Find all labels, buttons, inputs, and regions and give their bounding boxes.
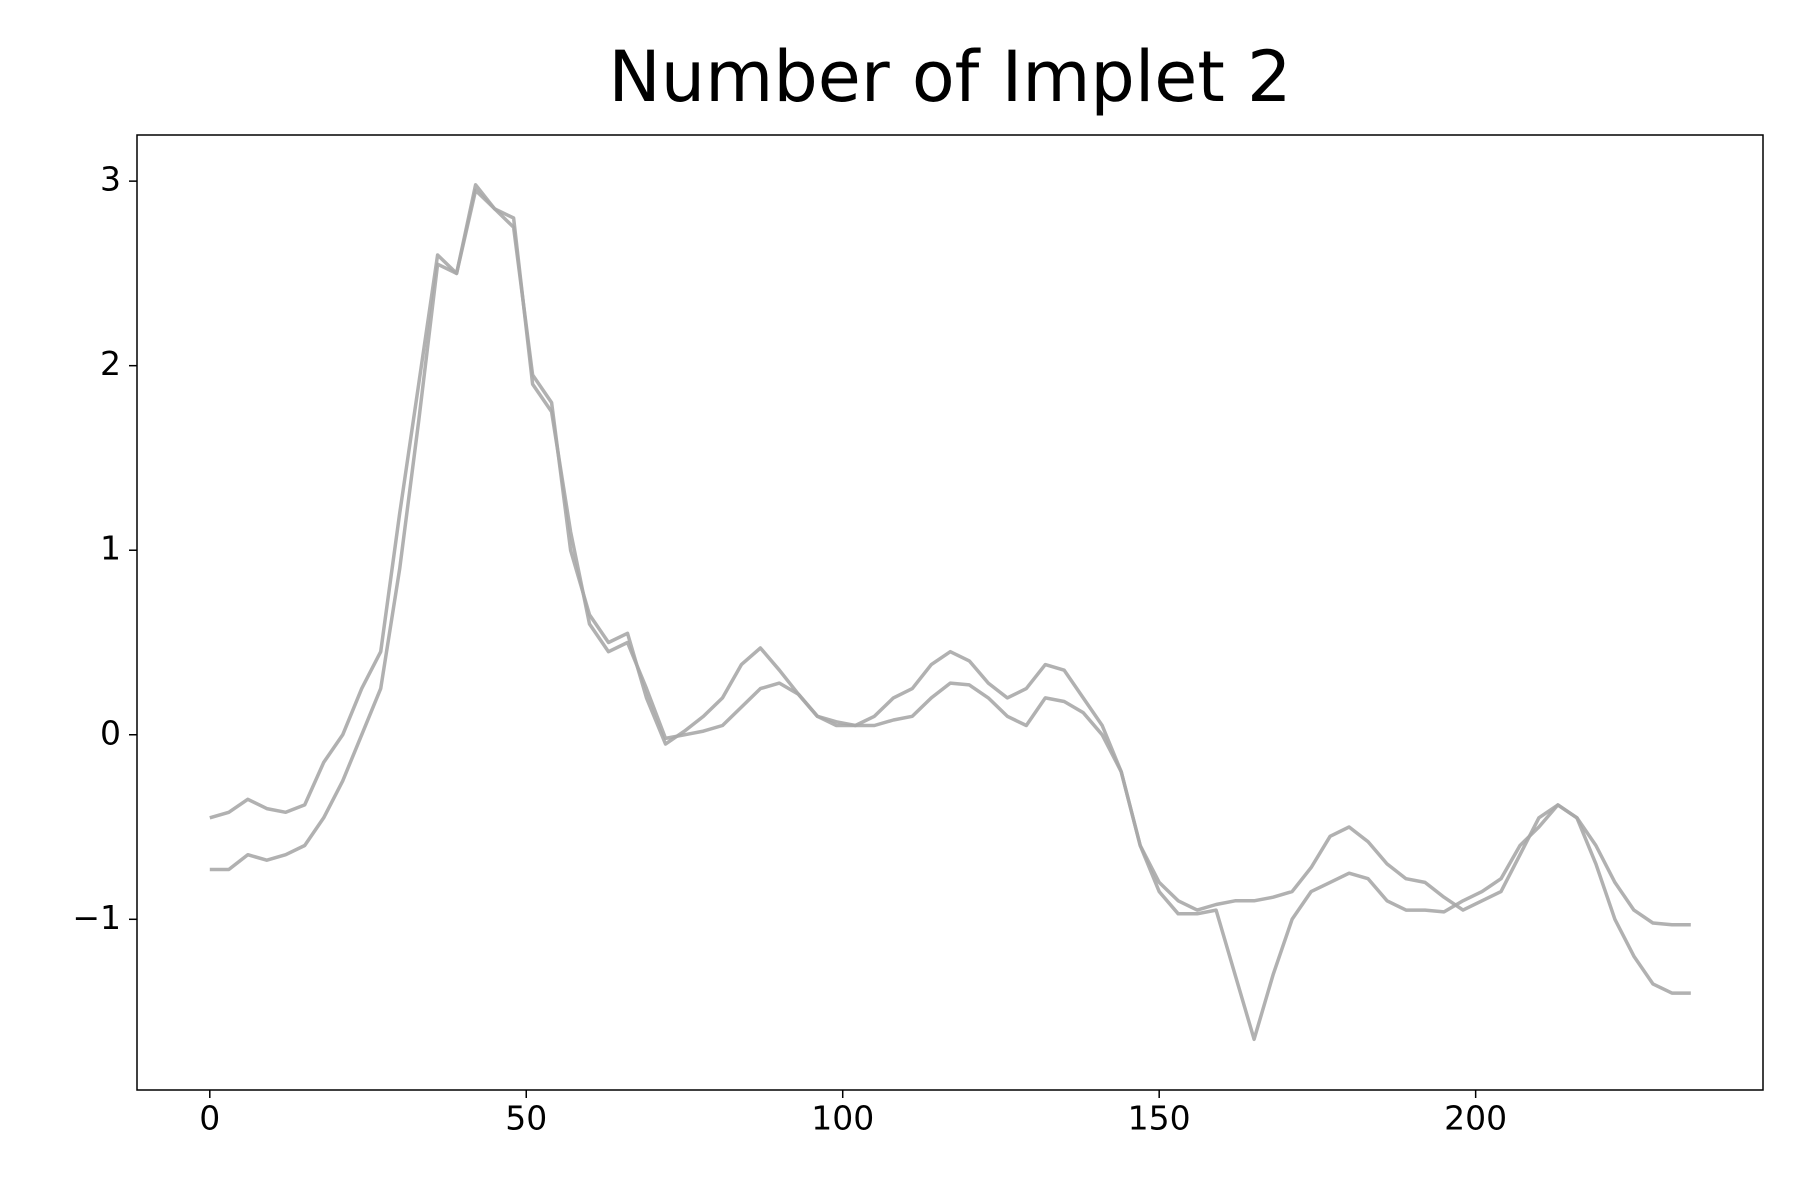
y-tick-label: 0	[100, 713, 121, 752]
x-tick-label: 50	[505, 1099, 547, 1138]
y-tick-label: −1	[72, 898, 121, 937]
plot-frame	[136, 134, 1764, 1091]
x-tick-label: 0	[199, 1099, 220, 1138]
x-tick-label: 100	[811, 1099, 874, 1138]
y-tick-label: 2	[100, 344, 121, 383]
x-tick-label: 150	[1128, 1099, 1191, 1138]
y-tick-label: 1	[100, 529, 121, 568]
series-line	[209, 183, 1691, 1042]
y-tick-label: 3	[100, 160, 121, 199]
x-tick-label: 200	[1444, 1099, 1507, 1138]
chart-title: Number of Implet 2	[608, 36, 1291, 118]
